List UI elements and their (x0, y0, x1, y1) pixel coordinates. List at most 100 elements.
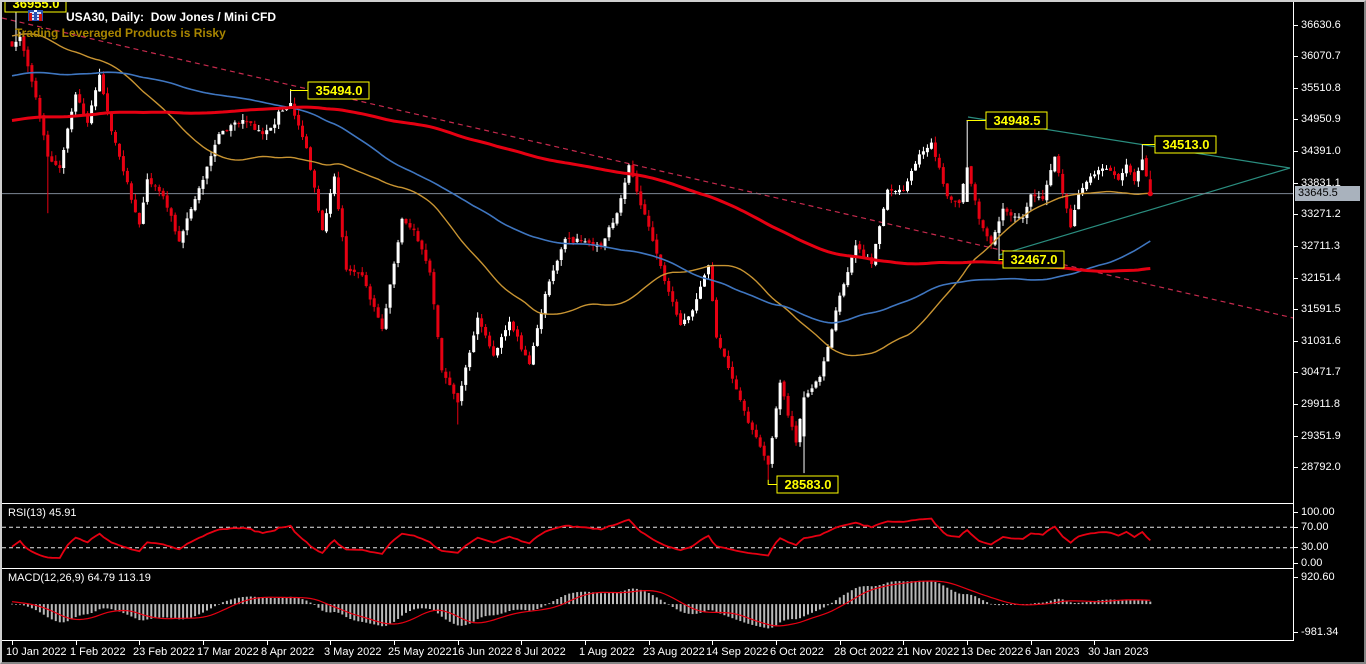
date-tick (649, 641, 650, 645)
price-label-text: 32467.0 (1011, 252, 1058, 267)
rsi-tick-label: 0.00 (1301, 556, 1323, 569)
price-tick-label: 34391.0 (1301, 145, 1341, 158)
last-price-dot (1147, 191, 1153, 197)
axis-tick (1294, 511, 1298, 513)
rsi-tick-label: 100.00 (1301, 505, 1335, 518)
axis-tick (1294, 56, 1298, 58)
price-label-text: 34948.5 (994, 113, 1041, 128)
rsi-tick-label: 70.00 (1301, 520, 1329, 533)
rsi-canvas[interactable] (2, 504, 1293, 568)
axis-tick (1294, 214, 1298, 216)
price-label-box[interactable] (1154, 135, 1217, 154)
price-label-text: 36955.0 (13, 2, 60, 11)
rsi-tick-label: 30.00 (1301, 541, 1329, 554)
date-tick-label: 30 Jan 2023 (1088, 646, 1149, 658)
date-tick (585, 641, 586, 645)
price-tick-label: 30471.7 (1301, 366, 1341, 379)
price-tick-label: 31591.5 (1301, 303, 1341, 316)
price-axis[interactable]: 36630.6 36070.7 35510.8 34950.9 34391.0 33831… (1294, 2, 1364, 641)
macd-label: MACD(12,26,9) 64.79 113.19 (8, 572, 151, 584)
panel-separator[interactable] (2, 568, 1364, 569)
date-tick-label: 8 Jul 2022 (515, 646, 566, 658)
axis-tick (1294, 245, 1298, 247)
date-tick (521, 641, 522, 645)
label-connector (767, 479, 777, 485)
sma200-line[interactable] (11, 105, 1151, 273)
date-tick (1031, 641, 1032, 645)
date-tick (840, 641, 841, 645)
chart-header: USA30, Daily: Dow Jones / Mini CFD (28, 10, 276, 24)
macd-tick-label: 920.60 (1301, 570, 1335, 583)
panel-separator[interactable] (2, 503, 1364, 504)
date-tick-label: 17 Mar 2022 (197, 646, 259, 658)
axis-tick (1294, 467, 1298, 469)
axis-tick (1294, 277, 1298, 279)
axis-tick (1294, 151, 1298, 153)
date-tick (203, 641, 204, 645)
price-tick-label: 32151.4 (1301, 271, 1341, 284)
date-tick-label: 10 Jan 2022 (6, 646, 67, 658)
price-tick-label: 29911.8 (1301, 398, 1340, 411)
main-chart-canvas[interactable]: 36955.0 35494.0 34948.5 34513.0 32467.0 28583… (2, 2, 1293, 503)
price-label-text: 28583.0 (785, 477, 832, 492)
axis-tick (1294, 526, 1298, 528)
price-tick-label: 28792.0 (1301, 461, 1341, 474)
descending-resistance-trendline[interactable] (2, 17, 1293, 320)
macd-signal-line (11, 580, 1151, 627)
rsi-panel[interactable]: RSI(13) 45.91 (2, 504, 1293, 568)
price-label-box[interactable] (985, 111, 1048, 130)
axis-tick (1294, 632, 1298, 634)
date-tick-label: 1 Feb 2022 (70, 646, 126, 658)
axis-separator (1293, 2, 1294, 641)
axis-tick (1294, 24, 1298, 26)
date-axis[interactable]: 10 Jan 2022 1 Feb 2022 23 Feb 2022 17 Mar 2… (2, 641, 1364, 662)
date-tick (776, 641, 777, 645)
axis-tick (1294, 372, 1298, 374)
price-label-text: 34513.0 (1163, 137, 1210, 152)
date-tick-label: 28 Oct 2022 (834, 646, 894, 658)
date-tick (903, 641, 904, 645)
chart-title: USA30, Daily: Dow Jones / Mini CFD (66, 10, 277, 24)
candlesticks (10, 6, 1152, 480)
price-label-box[interactable] (1002, 250, 1065, 269)
macd-histogram (11, 580, 1152, 629)
label-connector (966, 120, 986, 121)
sma100-line[interactable] (11, 71, 1151, 324)
date-tick-label: 6 Jan 2023 (1025, 646, 1080, 658)
rsi-label: RSI(13) 45.91 (8, 507, 77, 519)
price-tick-label: 29351.9 (1301, 429, 1341, 442)
date-tick-label: 23 Feb 2022 (133, 646, 195, 658)
current-price-badge: 33645.5 (1295, 186, 1360, 202)
axis-tick (1294, 182, 1298, 184)
price-tick-label: 33271.2 (1301, 208, 1341, 221)
date-tick (394, 641, 395, 645)
axis-tick (1294, 404, 1298, 406)
label-connector (998, 259, 1003, 261)
main-chart-panel[interactable]: 36955.0 35494.0 34948.5 34513.0 32467.0 28583… (2, 2, 1293, 503)
date-tick (967, 641, 968, 645)
triangle-lower-line[interactable] (998, 167, 1291, 256)
date-tick (12, 641, 13, 645)
risk-warning-text: Trading Leveraged Products is Risky (15, 26, 226, 40)
axis-tick (1294, 562, 1298, 564)
sma50-line[interactable] (11, 33, 1151, 357)
date-tick-label: 1 Aug 2022 (579, 646, 635, 658)
date-tick (458, 641, 459, 645)
date-tick-label: 23 Aug 2022 (643, 646, 705, 658)
price-tick-label: 32711.3 (1301, 239, 1340, 252)
bar-chart-icon[interactable] (29, 10, 62, 23)
date-tick-label: 14 Sep 2022 (706, 646, 769, 658)
date-tick (330, 641, 331, 645)
price-label-box[interactable] (776, 475, 839, 494)
price-label-box[interactable] (307, 81, 370, 100)
axis-tick (1294, 435, 1298, 437)
date-tick-label: 3 May 2022 (324, 646, 382, 658)
macd-canvas[interactable] (2, 569, 1293, 640)
axis-tick (1294, 309, 1298, 311)
price-tick-label: 31031.6 (1301, 334, 1341, 347)
price-tick-label: 34950.9 (1301, 113, 1341, 126)
macd-panel[interactable]: MACD(12,26,9) 64.79 113.19 (2, 569, 1293, 640)
panel-separator[interactable] (2, 640, 1364, 641)
date-tick (76, 641, 77, 645)
